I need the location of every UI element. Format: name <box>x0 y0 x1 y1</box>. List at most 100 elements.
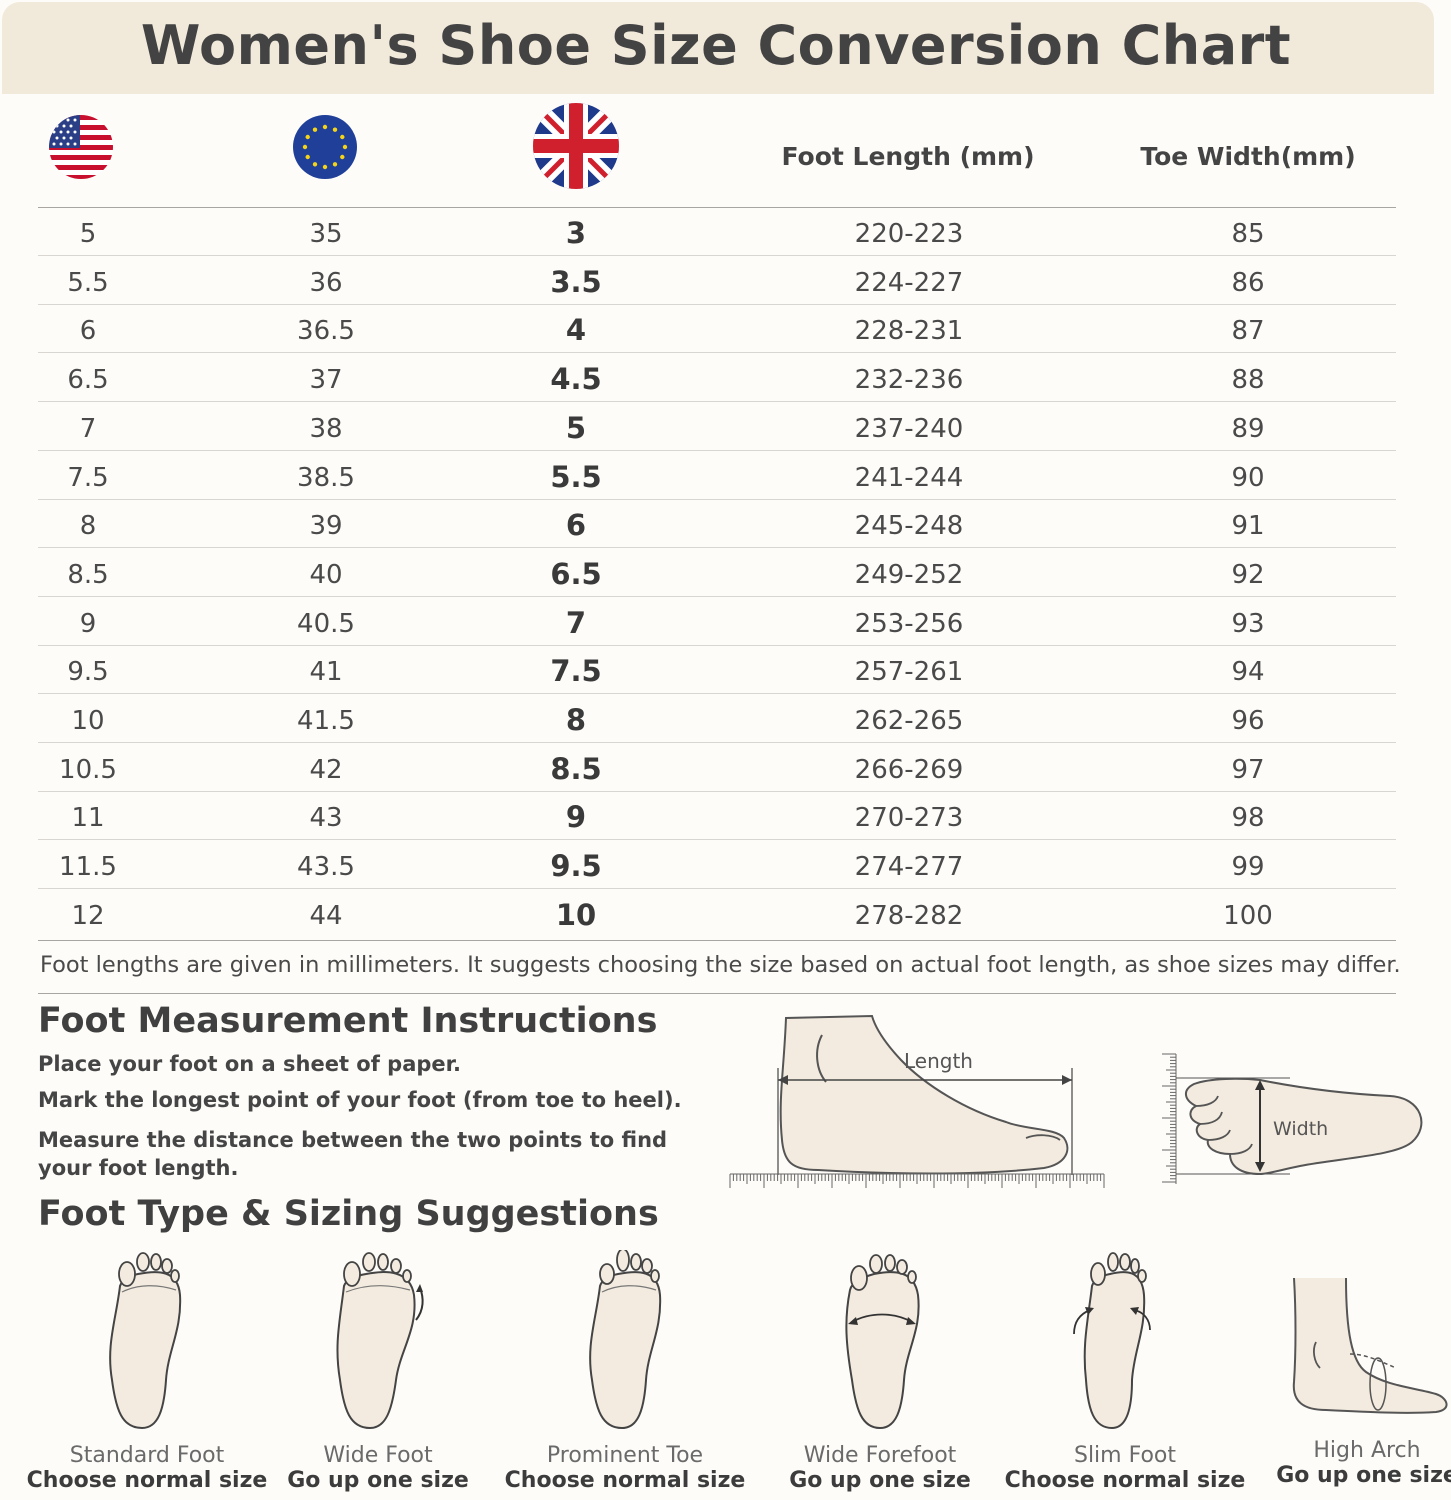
cell-uk: 9.5 <box>550 849 602 884</box>
cell-us: 6 <box>79 316 97 347</box>
cell-eu: 38.5 <box>297 462 355 493</box>
row-divider <box>38 401 1396 403</box>
cell-eu: 42 <box>309 754 343 785</box>
row-divider <box>38 255 1396 256</box>
row-divider <box>38 449 1396 451</box>
toe-width-header: Toe Width(mm) <box>1140 142 1356 171</box>
cell-us: 7 <box>79 413 97 444</box>
cell-width: 92 <box>1231 559 1265 590</box>
table-row: 8 39 6 245-248 91 <box>0 501 1451 549</box>
cell-us: 11 <box>71 803 105 834</box>
cell-uk: 5.5 <box>550 459 602 494</box>
cell-uk: 7.5 <box>550 654 602 689</box>
cell-uk: 10 <box>555 897 597 932</box>
foot-type-name: Wide Forefoot <box>803 1443 957 1468</box>
cell-eu: 41 <box>309 657 343 688</box>
cell-length: 241-244 <box>854 462 964 493</box>
cell-us: 8 <box>79 511 97 542</box>
foot-type-caption: Wide Forefoot Go up one size <box>755 1443 1005 1493</box>
cell-width: 91 <box>1231 511 1265 542</box>
cell-us: 5 <box>79 219 97 249</box>
row-divider <box>38 498 1396 500</box>
prominent-toe-icon <box>589 1250 662 1430</box>
foot-type-advice: Go up one size <box>287 1468 469 1493</box>
cell-length: 228-231 <box>854 316 964 347</box>
table-row: 7.5 38.5 5.5 241-244 90 <box>0 453 1451 501</box>
row-divider <box>38 303 1396 305</box>
cell-width: 98 <box>1231 803 1265 834</box>
cell-eu: 40.5 <box>297 608 355 639</box>
cell-width: 87 <box>1231 316 1265 347</box>
cell-uk: 8.5 <box>550 751 602 786</box>
cell-eu: 41.5 <box>297 706 355 736</box>
measurement-step-2: Mark the longest point of your foot (fro… <box>38 1088 682 1112</box>
uk-flag-icon <box>533 103 619 189</box>
cell-eu: 43 <box>309 803 343 834</box>
table-row: 12 44 10 278-282 100 <box>0 891 1451 939</box>
cell-eu: 37 <box>309 365 343 396</box>
title-banner <box>2 2 1434 94</box>
high-arch-icon <box>1292 1277 1448 1414</box>
measurement-step-1: Place your foot on a sheet of paper. <box>38 1052 461 1076</box>
foot-width-illustration: Width <box>1162 1053 1423 1184</box>
us-flag-icon <box>49 115 113 179</box>
cell-eu: 40 <box>309 559 343 590</box>
cell-length: 274-277 <box>854 852 964 883</box>
row-divider <box>38 839 1396 841</box>
cell-length: 253-256 <box>854 608 964 639</box>
cell-us: 7.5 <box>67 462 109 493</box>
table-row: 6 36.5 4 228-231 87 <box>0 306 1451 354</box>
cell-length: 257-261 <box>854 657 964 688</box>
cell-length: 232-236 <box>854 365 964 396</box>
cell-width: 96 <box>1231 706 1265 736</box>
cell-us: 12 <box>71 900 105 931</box>
table-row: 11.5 43.5 9.5 274-277 99 <box>0 842 1451 890</box>
cell-width: 85 <box>1231 219 1265 249</box>
foot-type-advice: Choose normal size <box>1004 1468 1246 1493</box>
cell-uk: 3 <box>565 216 587 250</box>
foot-type-name: Wide Foot <box>323 1443 433 1468</box>
cell-length: 224-227 <box>854 267 964 298</box>
cell-us: 9 <box>79 608 97 639</box>
table-row: 8.5 40 6.5 249-252 92 <box>0 550 1451 598</box>
measurement-step-3: Measure the distance between the two poi… <box>38 1128 668 1180</box>
table-row: 10.5 42 8.5 266-269 97 <box>0 745 1451 793</box>
table-row: 9.5 41 7.5 257-261 94 <box>0 647 1451 695</box>
row-divider <box>38 888 1396 890</box>
cell-uk: 7 <box>565 605 587 640</box>
foot-type-name: High Arch <box>1313 1438 1421 1463</box>
cell-uk: 6 <box>565 508 587 543</box>
foot-type-name: Standard Foot <box>69 1443 225 1468</box>
cell-width: 94 <box>1231 657 1265 688</box>
wide-forefoot-icon <box>845 1254 920 1430</box>
cell-uk: 8 <box>565 703 587 737</box>
foot-type-advice: Choose normal size <box>26 1468 268 1493</box>
foot-types-heading: Foot Type & Sizing Suggestions <box>38 1194 659 1234</box>
foot-type-caption: Prominent Toe Choose normal size <box>500 1443 750 1493</box>
cell-uk: 3.5 <box>550 264 602 299</box>
width-label: Width <box>1273 1118 1328 1140</box>
cell-us: 8.5 <box>67 559 109 590</box>
cell-us: 10.5 <box>59 754 117 785</box>
measurement-heading: Foot Measurement Instructions <box>38 1001 658 1041</box>
wide-foot-icon <box>336 1252 424 1430</box>
row-divider <box>38 595 1396 597</box>
table-bottom-divider <box>38 940 1396 941</box>
cell-length: 278-282 <box>854 900 964 931</box>
cell-uk: 5 <box>565 410 587 445</box>
table-note: Foot lengths are given in millimeters. I… <box>40 952 1401 978</box>
cell-us: 9.5 <box>67 657 109 688</box>
cell-width: 86 <box>1231 267 1265 298</box>
row-divider <box>38 742 1396 743</box>
note-divider <box>38 993 1396 994</box>
cell-eu: 35 <box>309 219 343 249</box>
table-row: 10 41.5 8 262-265 96 <box>0 696 1451 744</box>
row-divider <box>38 644 1396 646</box>
cell-width: 88 <box>1231 365 1265 396</box>
cell-us: 6.5 <box>67 365 109 396</box>
cell-length: 270-273 <box>854 803 964 834</box>
row-divider <box>38 693 1396 695</box>
cell-us: 10 <box>71 706 105 736</box>
cell-eu: 36 <box>309 267 343 298</box>
row-divider <box>38 790 1396 792</box>
